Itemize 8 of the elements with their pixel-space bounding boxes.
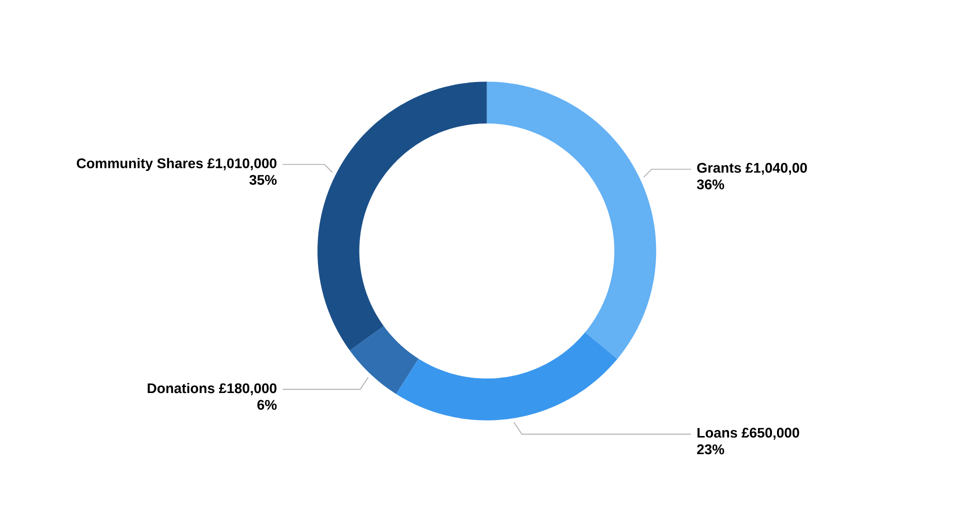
data-label: 23% bbox=[697, 444, 724, 454]
slice-label: Community Shares £1,010,000 bbox=[76, 158, 276, 172]
slice-label: Donations £180,000 bbox=[148, 382, 276, 396]
data-label: 35% bbox=[249, 175, 277, 185]
slice-label: Grants £1,040,00 bbox=[697, 162, 807, 175]
slice-label: Loans £650,000 bbox=[698, 428, 800, 440]
data-label: 6% bbox=[257, 400, 277, 410]
data-label: 36% bbox=[696, 180, 724, 190]
